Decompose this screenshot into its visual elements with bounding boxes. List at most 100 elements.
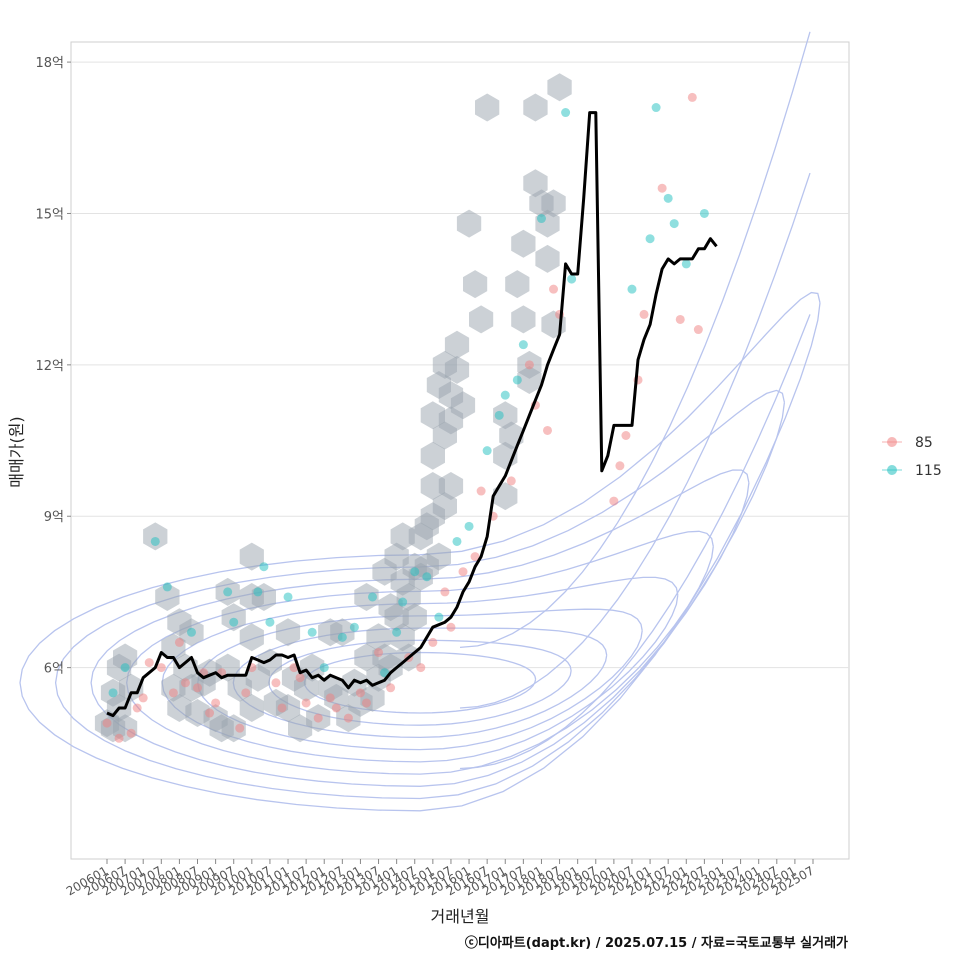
scatter-point-67 — [506, 476, 516, 486]
scatter-point-12 — [174, 637, 184, 647]
hexbin-25 — [221, 714, 246, 743]
scatter-point-47 — [386, 683, 396, 693]
hexbin-99 — [523, 93, 548, 122]
scatter-point-10 — [162, 582, 172, 592]
hexbin-83 — [444, 355, 470, 384]
y-tick-label-1: 9억 — [44, 510, 64, 525]
legend-85-label: 85 — [915, 435, 933, 451]
hexbin-8 — [143, 522, 168, 551]
scatter-point-68 — [512, 375, 522, 385]
hexbin-103 — [535, 244, 560, 273]
hexbin-66 — [402, 603, 427, 632]
scatter-point-41 — [349, 622, 359, 632]
scatter-point-62 — [476, 486, 486, 496]
scatter-point-6 — [138, 693, 148, 703]
y-tick-label-4: 18억 — [35, 56, 64, 71]
hexbin-87 — [463, 270, 488, 299]
scatter-point-53 — [422, 572, 432, 582]
scatter-point-34 — [307, 627, 317, 637]
scatter-point-76 — [561, 108, 571, 118]
scatter-point-56 — [440, 587, 450, 597]
scatter-point-4 — [126, 728, 136, 738]
scatter-point-91 — [687, 92, 697, 102]
scatter-point-55 — [434, 612, 444, 622]
hexbin-92 — [493, 482, 518, 511]
density-contour-7 — [54, 389, 786, 800]
scatter-point-88 — [669, 219, 679, 229]
scatter-point-9 — [156, 663, 166, 673]
scatter-point-84 — [645, 234, 655, 244]
hexbin-24 — [221, 603, 246, 632]
scatter-point-63 — [482, 446, 492, 456]
x-axis-ticks: 2006012006072007012007072008012008072009… — [64, 859, 817, 899]
scatter-point-13 — [180, 678, 190, 688]
y-tick-label-3: 15억 — [35, 207, 64, 222]
scatter-point-1 — [108, 688, 118, 698]
scatter-point-36 — [319, 663, 329, 673]
scatter-point-52 — [416, 663, 426, 673]
scatter-point-49 — [398, 597, 408, 607]
density-contour-6 — [90, 469, 750, 787]
scatter-point-60 — [464, 521, 474, 531]
scatter-point-29 — [277, 703, 287, 713]
scatter-point-5 — [132, 703, 142, 713]
scatter-point-42 — [355, 688, 365, 698]
scatter-point-80 — [621, 431, 631, 440]
density-contours — [19, 31, 821, 812]
hexbin-95 — [511, 229, 536, 258]
scatter-point-37 — [325, 693, 335, 703]
hexbin-85 — [450, 391, 476, 420]
hexbin-44 — [324, 683, 349, 712]
scatter-point-48 — [392, 627, 402, 637]
hexbin-9 — [155, 583, 180, 611]
y-axis-ticks: 6억 9억 12억 15억 18억 — [35, 56, 71, 677]
scatter-point-23 — [241, 688, 251, 698]
scatter-point-0 — [102, 718, 112, 728]
scatter-point-15 — [193, 683, 203, 693]
trend-line-path — [106, 111, 718, 718]
scatter-point-38 — [331, 703, 341, 713]
hexbin-104 — [541, 189, 566, 218]
scatter-point-85 — [651, 103, 661, 113]
scatter-point-8 — [150, 536, 160, 546]
scatter-point-27 — [265, 617, 275, 627]
hexbin-6 — [113, 643, 138, 672]
scatter-point-17 — [205, 708, 215, 718]
legend: 85 115 — [882, 435, 942, 479]
density-band-2 — [459, 31, 811, 649]
scatter-point-22 — [235, 723, 245, 733]
scatter-point-69 — [518, 340, 528, 350]
density-band-1 — [459, 172, 811, 709]
scatter-point-90 — [681, 259, 691, 269]
scatter-point-43 — [361, 698, 371, 708]
hexbin-35 — [275, 618, 301, 647]
scatter-point-65 — [494, 410, 504, 420]
scatter-point-81 — [627, 284, 637, 294]
hexbin-45 — [330, 618, 355, 647]
scatter-point-20 — [223, 587, 233, 597]
scatter-point-77 — [567, 274, 577, 284]
scatter-point-32 — [295, 673, 305, 683]
scatter-point-87 — [663, 193, 673, 203]
hexbin-98 — [517, 366, 542, 394]
scatter-point-18 — [211, 698, 221, 708]
scatter-point-58 — [452, 536, 462, 546]
hexbin-71 — [420, 441, 445, 470]
scatter-point-30 — [283, 592, 293, 602]
scatter-point-93 — [699, 208, 709, 218]
scatter-point-40 — [343, 713, 353, 723]
hexbin-29 — [239, 623, 264, 652]
density-contour-8 — [19, 291, 821, 812]
scatter-point-72 — [536, 214, 546, 224]
scatter-point-59 — [458, 567, 468, 577]
scatter-point-61 — [470, 552, 480, 562]
hexbin-96 — [511, 305, 536, 334]
scatter-point-11 — [168, 688, 178, 698]
hexbin-30 — [239, 694, 264, 722]
hexbin-106 — [547, 73, 572, 102]
scatter-point-39 — [337, 632, 347, 642]
hexbin-76 — [426, 542, 451, 571]
scatter-point-51 — [410, 567, 420, 577]
hexbin-89 — [475, 93, 500, 122]
scatter-point-21 — [229, 617, 239, 627]
